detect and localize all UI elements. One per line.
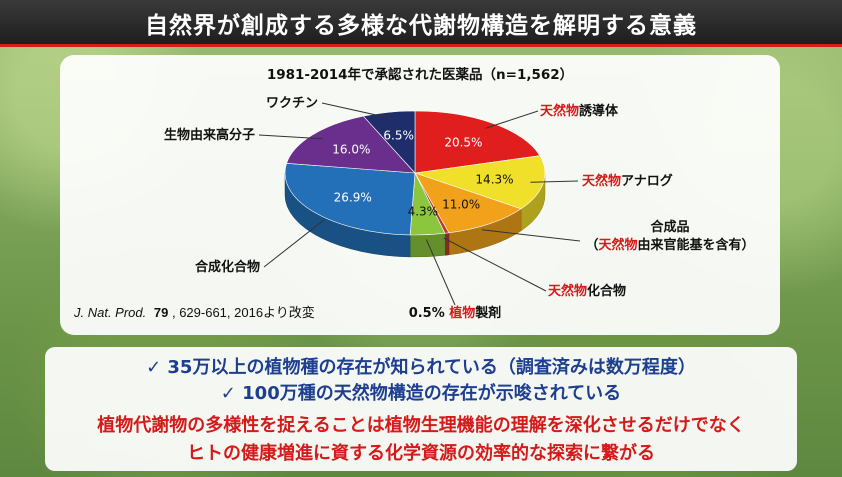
chart-panel: 1981-2014年で承認された医薬品（n=1,562） 20.5% 14.3% 1… — [60, 55, 780, 335]
chart-title: 1981-2014年で承認された医薬品（n=1,562） — [267, 66, 573, 83]
leader-line-6 — [258, 134, 323, 140]
conclusion-line-1: 植物代謝物の多様性を捉えることは植物生理機能の理解を深化させるだけでなく — [97, 415, 745, 436]
category-label-4: 0.5% 植物製剤 — [409, 305, 502, 321]
pie-slice-2 — [414, 172, 522, 234]
category-label-1: 天然物アナログ — [582, 173, 673, 189]
category-label-part-1-0-1: アナログ — [621, 173, 673, 189]
reference: J. Nat. Prod. 79 , 629-661, 2016より改変 — [73, 305, 315, 320]
pie-slice-1 — [414, 155, 546, 210]
pie-slice-6 — [286, 115, 416, 174]
pie-labels: 20.5% 14.3% 11.0%4.3% 26.9% 16.0% 6.5% — [332, 128, 513, 218]
category-label-part-4-0-0: 0.5% — [409, 306, 450, 321]
leader-line-1 — [530, 180, 579, 183]
category-label-part-3-0-0: 天然物 — [548, 283, 587, 299]
pie-slice-0 — [414, 110, 541, 174]
category-label-part-1-0-0: 天然物 — [582, 173, 621, 189]
pie-sides — [284, 172, 546, 258]
category-label-part-2-1-1: 天然物 — [598, 237, 637, 253]
summary-panel: ✓ 35万以上の植物種の存在が知られている（調査済みは数万程度） ✓ 100万種… — [45, 347, 797, 471]
category-label-part-0-0-0: 天然物 — [540, 103, 579, 119]
pie-slice-7 — [362, 110, 416, 174]
page-title: 自然界が創成する多様な代謝物構造を解明する意義 — [145, 13, 697, 39]
slice-value-label-5: 26.9% — [334, 190, 372, 204]
category-label-2-0: 合成品 — [650, 219, 689, 235]
leader-line-3 — [443, 237, 547, 292]
category-label-part-5-0-0: 合成化合物 — [195, 259, 260, 275]
category-label-6: 生物由来高分子 — [164, 127, 255, 143]
category-label-part-2-1-2: 由来官能基を含有） — [638, 237, 755, 253]
pie-chart: 1981-2014年で承認された医薬品（n=1,562） 20.5% 14.3% 1… — [73, 66, 755, 321]
category-label-part-0-0-1: 誘導体 — [579, 103, 619, 119]
slice-value-label-2: 11.0% — [442, 198, 480, 212]
slice-value-label-6: 16.0% — [332, 142, 370, 156]
slice-value-label-4: 4.3% — [408, 204, 439, 218]
category-label-part-6-0-0: 生物由来高分子 — [164, 127, 255, 143]
pie-side-3 — [444, 232, 450, 256]
slice-value-label-0: 20.5% — [444, 135, 482, 149]
category-label-3: 天然物化合物 — [548, 283, 626, 299]
category-label-5: 合成化合物 — [195, 259, 260, 275]
category-label-part-4-0-1: 植物 — [448, 305, 475, 321]
category-label-2-1: （天然物由来官能基を含有） — [585, 237, 754, 253]
category-label-part-7-0-0: ワクチン — [266, 96, 318, 111]
leader-line-7 — [321, 102, 392, 119]
category-label-part-2-1-0: （ — [585, 237, 598, 253]
category-label-7: ワクチン — [266, 96, 318, 111]
pie-side-4 — [409, 233, 446, 258]
reference-journal: J. Nat. Prod. — [73, 305, 146, 320]
category-label-part-2-0-0: 合成品 — [650, 219, 689, 235]
bullet-plant-species: ✓ 35万以上の植物種の存在が知られている（調査済みは数万程度） — [146, 357, 696, 378]
leader-line-0 — [485, 110, 539, 129]
bullet-natural-products: ✓ 100万種の天然物構造の存在が示唆されている — [220, 383, 622, 404]
pie-top — [284, 110, 546, 236]
pie-leaders: 天然物誘導体天然物アナログ合成品（天然物由来官能基を含有）天然物化合物0.5% … — [164, 96, 755, 321]
category-label-0: 天然物誘導体 — [540, 103, 619, 119]
category-label-part-4-0-2: 製剤 — [474, 305, 501, 321]
slice-value-label-7: 6.5% — [383, 128, 414, 142]
leader-line-5 — [263, 219, 325, 268]
conclusion-line-2: ヒトの健康増進に資する化学資源の効率的な探索に繋がる — [187, 443, 655, 464]
title-bar: 自然界が創成する多様な代謝物構造を解明する意義 — [0, 0, 842, 47]
pie-slice-5 — [284, 162, 416, 236]
category-label-part-3-0-1: 化合物 — [587, 283, 626, 299]
leader-line-2 — [481, 229, 581, 242]
reference-rest: , 629-661, 2016より改変 — [172, 305, 315, 320]
slice-value-label-1: 14.3% — [475, 172, 513, 186]
reference-volume: 79 — [154, 305, 168, 320]
leader-line-4 — [425, 239, 456, 306]
